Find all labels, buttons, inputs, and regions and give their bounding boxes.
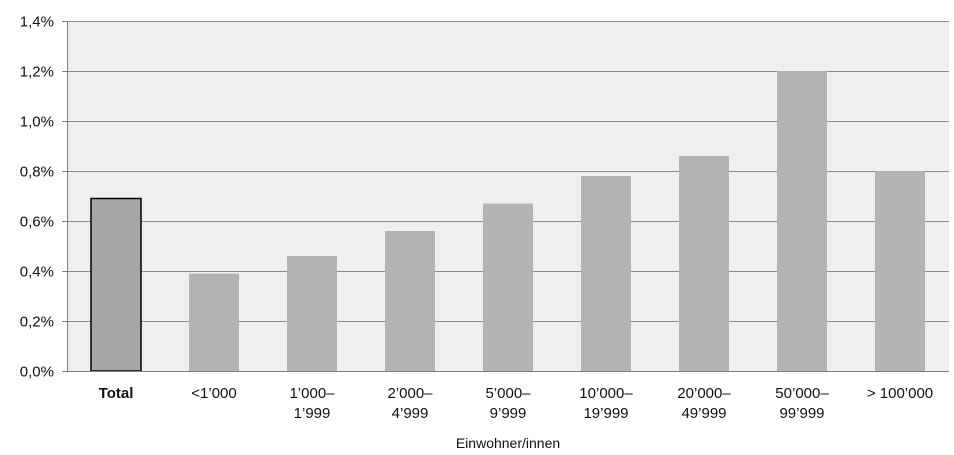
y-tick-label: 0,2%: [20, 314, 54, 331]
y-tick-label: 0,4%: [20, 264, 54, 281]
y-tick-label: 1,4%: [20, 14, 54, 31]
axes: [62, 21, 949, 372]
x-tick-label-line: 1’999: [294, 405, 331, 422]
y-tick-label: 1,0%: [20, 114, 54, 131]
x-tick-label: 50’000– 99’999: [775, 385, 829, 422]
bar-total: [90, 197, 142, 372]
x-tick-label-line: <1’000: [191, 385, 236, 402]
x-tick-label-line: 19’999: [583, 405, 628, 422]
x-tick-label-line: 5’000–: [485, 385, 531, 402]
bar: [483, 203, 533, 371]
x-tick-label: Total: [99, 385, 134, 402]
bar: [777, 71, 827, 371]
x-tick-label-line: 99’999: [779, 405, 824, 422]
x-tick-label-line: 49’999: [681, 405, 726, 422]
x-tick-label-line: 50’000–: [775, 385, 829, 402]
x-tick-label-line: 20’000–: [677, 385, 731, 402]
x-tick-label-line: 4’999: [392, 405, 429, 422]
y-tick-label: 0,0%: [20, 364, 54, 381]
x-axis-title: Einwohner/innen: [456, 435, 560, 451]
x-tick-label: <1’000: [191, 385, 236, 402]
y-tick-label: 1,2%: [20, 64, 54, 81]
x-tick-label: 20’000– 49’999: [677, 385, 731, 422]
x-tick-label: 1’000– 1’999: [289, 385, 335, 422]
x-tick-label: 2’000– 4’999: [387, 385, 433, 422]
bar: [287, 256, 337, 371]
x-tick-label-line: 10’000–: [579, 385, 633, 402]
bar: [875, 171, 925, 371]
y-tick-label: 0,6%: [20, 214, 54, 231]
x-tick-label-line: Total: [99, 385, 134, 402]
y-tick-label: 0,8%: [20, 164, 54, 181]
bar: [385, 231, 435, 371]
x-tick-label-line: > 100’000: [867, 385, 933, 402]
x-tick-label-line: 9’999: [490, 405, 527, 422]
bars: [90, 71, 925, 372]
x-tick-labels: Total <1’000 1’000– 1’999 2’000– 4’999 5’000– 9…: [99, 385, 934, 422]
y-tick-labels: 0,0% 0,2% 0,4% 0,6% 0,8% 1,0% 1,2% 1,4%: [20, 14, 54, 381]
x-tick-label-line: 1’000–: [289, 385, 335, 402]
bar: [679, 156, 729, 371]
bar: [581, 176, 631, 371]
x-tick-label: 5’000– 9’999: [485, 385, 531, 422]
x-tick-label-line: 2’000–: [387, 385, 433, 402]
x-tick-label: > 100’000: [867, 385, 933, 402]
x-tick-label: 10’000– 19’999: [579, 385, 633, 422]
bar: [189, 273, 239, 371]
